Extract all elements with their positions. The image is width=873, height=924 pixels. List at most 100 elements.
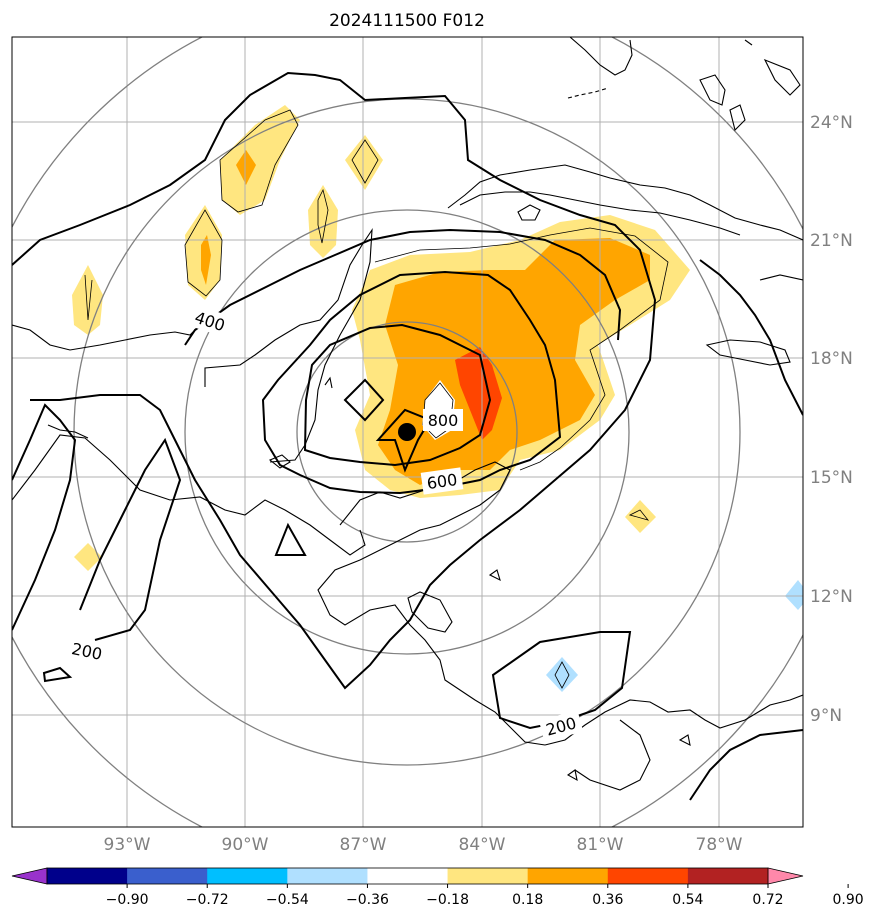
- colorbar-tick-label: −0.90: [106, 892, 149, 908]
- thick-contours: [12, 71, 803, 801]
- coast-small-2: [324, 376, 333, 389]
- coast-lake-nicaragua: [407, 591, 453, 633]
- shaded-field: [72, 105, 803, 692]
- thin-contour-far-w: [84, 274, 93, 321]
- contour-label-200-se: 200: [544, 713, 578, 739]
- lat-label-15n: 15°N: [810, 468, 853, 488]
- contour-400-outer: [12, 71, 657, 690]
- shade-patch-w-orange: [201, 235, 211, 285]
- thin-contour-blue-s: [554, 661, 570, 689]
- colorbar-tick-label: 0.36: [592, 892, 623, 908]
- colorbar-segment: [287, 868, 368, 884]
- coast-isle-of-youth: [517, 204, 541, 221]
- colorbar-tick-label: 0.18: [512, 892, 543, 908]
- range-ring-1: [296, 321, 518, 543]
- contour-west-trough-2: [79, 437, 182, 641]
- shade-patch-mid: [308, 185, 338, 258]
- coast-south-america: [574, 719, 651, 791]
- coast-honduras: [317, 461, 546, 746]
- colorbar-tick-label: 0.54: [672, 892, 703, 908]
- shade-patch-east: [625, 500, 656, 533]
- thin-contour-main: [374, 227, 669, 471]
- thin-contour-nw: [219, 109, 299, 213]
- contour-label-600: 600: [426, 470, 459, 493]
- colorbar-segment: [367, 868, 449, 884]
- range-ring-2: [184, 209, 630, 655]
- colorbar-tick-label: −0.54: [266, 892, 309, 908]
- lon-label-87w: 87°W: [340, 835, 387, 855]
- colorbar-segment: [447, 868, 529, 884]
- coast-hispaniola: [759, 274, 803, 281]
- lon-label-90w: 90°W: [222, 835, 269, 855]
- contour-600: [261, 270, 562, 495]
- colorbar-tick-label: −0.72: [186, 892, 229, 908]
- lon-labels: 93°W 90°W 87°W 84°W 81°W 78°W: [104, 835, 743, 855]
- colorbar-extend-left: [11, 867, 48, 885]
- contour-labels: 400 800 600 200 200: [65, 304, 584, 742]
- colorbar-segment: [127, 868, 208, 884]
- coast-small-3: [678, 734, 691, 746]
- shade-patch-far-w: [72, 265, 103, 335]
- contour-east-edge: [699, 259, 803, 416]
- coast-cuba-south: [459, 191, 741, 236]
- lon-label-81w: 81°W: [577, 835, 624, 855]
- shade-patch-top: [345, 135, 383, 190]
- contour-small-tri: [274, 522, 307, 556]
- coast-keys: [567, 87, 609, 99]
- coast-gulf-mexico: [12, 324, 201, 351]
- coast-central-america-pacific: [12, 434, 366, 556]
- shade-red: [455, 347, 502, 440]
- contour-400-inner: [184, 228, 622, 346]
- coast-small-4: [566, 769, 578, 782]
- coast-jamaica: [705, 339, 791, 366]
- coast-yucatan: [204, 227, 373, 463]
- contour-small-left: [42, 666, 73, 683]
- lat-label-18n: 18°N: [810, 349, 853, 369]
- coast-panama: [544, 694, 803, 746]
- storm-center-marker: [398, 423, 416, 441]
- contour-se-corner: [689, 729, 803, 801]
- colorbar: −0.90 −0.72 −0.54 −0.36 −0.18 0.18 0.36 0.54 0.7…: [11, 867, 864, 908]
- coast-cuba: [447, 164, 803, 241]
- lon-label-78w: 78°W: [696, 835, 743, 855]
- map-title: 2024111500 F012: [329, 11, 485, 31]
- coast-bahamas-2: [763, 58, 801, 96]
- lon-label-93w: 93°W: [104, 835, 151, 855]
- thin-contour-w: [184, 209, 223, 297]
- colorbar-tick-label: 0.90: [833, 892, 864, 908]
- colorbar-tick-label: −0.18: [426, 892, 469, 908]
- thin-contour-mid: [317, 188, 329, 244]
- coast-florida: [569, 37, 633, 76]
- contour-800: [303, 323, 492, 467]
- colorbar-segment: [47, 868, 128, 884]
- lat-labels: 24°N 21°N 18°N 15°N 12°N 9°N: [810, 113, 853, 726]
- colorbar-extend-right: [767, 867, 804, 885]
- colorbar-segment: [687, 868, 769, 884]
- colorbar-tick-label: −0.36: [346, 892, 389, 908]
- shade-patch-nw-orange: [236, 150, 256, 185]
- lat-label-24n: 24°N: [810, 113, 853, 133]
- colorbar-segment: [207, 868, 288, 884]
- shade-patch-blue-e: [785, 580, 803, 610]
- colorbar-tick-label: 0.72: [752, 892, 783, 908]
- colorbar-segment: [607, 868, 689, 884]
- shade-patch-blue-s: [546, 657, 578, 692]
- map-frame: [11, 36, 804, 828]
- contour-inner-diamond-1: [343, 378, 385, 422]
- contour-label-800: 800: [428, 411, 459, 430]
- lat-label-9n: 9°N: [810, 706, 842, 726]
- colorbar-frame: [46, 867, 769, 885]
- lat-label-12n: 12°N: [810, 587, 853, 607]
- lon-label-84w: 84°W: [459, 835, 506, 855]
- contour-200-se: [491, 631, 632, 730]
- thin-contour-top: [351, 139, 379, 184]
- coast-bahamas-1: [699, 74, 726, 106]
- coast-small-1: [268, 454, 291, 469]
- lat-label-21n: 21°N: [810, 231, 853, 251]
- colorbar-segment: [527, 868, 609, 884]
- contour-west-trough-1: [12, 403, 77, 631]
- coast-bahamas-4: [744, 39, 753, 46]
- coast-bahamas-3: [729, 104, 746, 132]
- map-area: 400 800 600 200 200: [12, 37, 803, 827]
